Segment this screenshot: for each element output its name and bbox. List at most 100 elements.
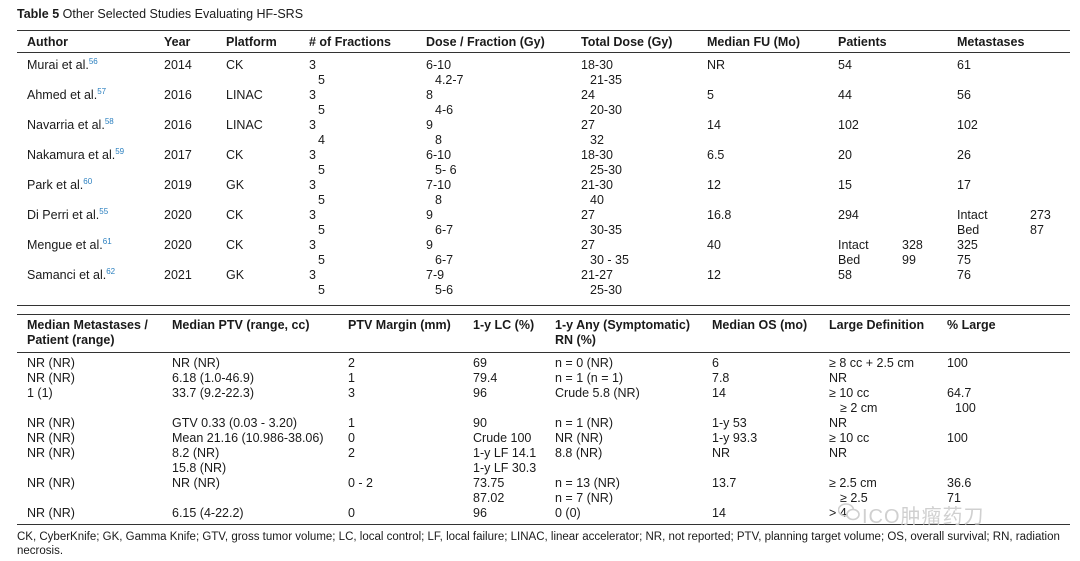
year-cell: 2017 <box>164 148 192 162</box>
watermark-text: ICO肿瘤药刀 <box>862 506 985 528</box>
large-definition-cell: ≥ 10 cc <box>829 386 870 400</box>
fractions-cell: 5 <box>318 103 325 117</box>
fractions-cell: 3 <box>309 118 316 132</box>
total-dose-cell: 18-30 <box>581 148 613 162</box>
platform-cell: GK <box>226 268 245 282</box>
rn-cell: n = 7 (NR) <box>555 491 614 505</box>
footnote: CK, CyberKnife; GK, Gamma Knife; GTV, gr… <box>17 531 1060 557</box>
patients-cell: 294 <box>838 208 859 222</box>
reference-link[interactable]: 57 <box>97 86 107 96</box>
metastases-cell: 102 <box>957 118 978 132</box>
lc-cell: 90 <box>473 416 487 430</box>
rn-cell: 0 (0) <box>555 506 581 520</box>
median-ptv-cell: NR (NR) <box>172 476 220 490</box>
total-dose-cell: 27 <box>581 208 595 222</box>
rn-cell: n = 1 (NR) <box>555 416 614 430</box>
table-title: Table 5 Other Selected Studies Evaluatin… <box>17 7 303 21</box>
col-header-metastases: Metastases <box>957 35 1025 49</box>
rule-header-bottom <box>17 52 1070 53</box>
fractions-cell: 3 <box>309 88 316 102</box>
reference-link[interactable]: 55 <box>99 206 109 216</box>
dose-fraction-cell: 5-6 <box>435 283 454 297</box>
percent-large-cell: 100 <box>947 356 968 370</box>
median-ptv-cell: NR (NR) <box>172 356 220 370</box>
ptv-margin-cell: 3 <box>348 386 355 400</box>
median-os-cell: 1-y 93.3 <box>712 431 758 445</box>
percent-large-cell: 71 <box>947 491 961 505</box>
year-cell: 2020 <box>164 238 192 252</box>
dose-fraction-cell: 7-10 <box>426 178 452 192</box>
median-fu-cell: 12 <box>707 178 721 192</box>
dose-fraction-cell: 4-6 <box>435 103 454 117</box>
table-caption: Other Selected Studies Evaluating HF-SRS <box>62 7 304 21</box>
author-cell: Navarria et al.58 <box>27 116 114 132</box>
col-header-percent-large: % Large <box>947 318 996 332</box>
year-cell: 2019 <box>164 178 192 192</box>
median-fu-cell: 6.5 <box>707 148 725 162</box>
platform-cell: CK <box>226 208 244 222</box>
year-cell: 2020 <box>164 208 192 222</box>
total-dose-cell: 18-30 <box>581 58 613 72</box>
col-header-patients: Patients <box>838 35 887 49</box>
reference-link[interactable]: 58 <box>104 116 114 126</box>
lc-cell: 1-y LF 14.1 <box>473 446 537 460</box>
total-dose-cell: 25-30 <box>590 283 622 297</box>
col-header-median-metastases: Median Metastases / <box>27 318 148 332</box>
ptv-margin-cell: 2 <box>348 356 355 370</box>
patients-label: Intact <box>838 238 869 252</box>
platform-cell: CK <box>226 58 244 72</box>
lc-cell: Crude 100 <box>473 431 532 445</box>
median-ptv-cell: 6.15 (4-22.2) <box>172 506 244 520</box>
metastases-cell: 87 <box>1030 223 1044 237</box>
median-os-cell: NR <box>712 446 731 460</box>
total-dose-cell: 21-30 <box>581 178 613 192</box>
patients-cell: 20 <box>838 148 852 162</box>
total-dose-cell: 27 <box>581 118 595 132</box>
col-header-lc: 1-y LC (%) <box>473 318 535 332</box>
dose-fraction-cell: 8 <box>435 133 442 147</box>
median-os-cell: 1-y 53 <box>712 416 747 430</box>
large-definition-cell: NR <box>829 416 848 430</box>
reference-link[interactable]: 62 <box>106 266 116 276</box>
col-header-median-metastases: Patient (range) <box>27 333 115 347</box>
median-ptv-cell: 8.2 (NR) <box>172 446 220 460</box>
lc-cell: 79.4 <box>473 371 498 385</box>
col-header-median-ptv: Median PTV (range, cc) <box>172 318 310 332</box>
large-definition-cell: ≥ 8 cc + 2.5 cm <box>829 356 915 370</box>
dose-fraction-cell: 6-10 <box>426 148 452 162</box>
total-dose-cell: 40 <box>590 193 604 207</box>
reference-link[interactable]: 60 <box>83 176 93 186</box>
large-definition-cell: ≥ 10 cc <box>829 431 870 445</box>
large-definition-cell: ≥ 2 cm <box>840 401 878 415</box>
fractions-cell: 4 <box>318 133 325 147</box>
author-cell: Nakamura et al.59 <box>27 146 125 162</box>
platform-cell: LINAC <box>226 118 263 132</box>
median-ptv-cell: 33.7 (9.2-22.3) <box>172 386 254 400</box>
patients-cell: 44 <box>838 88 852 102</box>
median-metastases-cell: NR (NR) <box>27 431 75 445</box>
rn-cell: n = 13 (NR) <box>555 476 620 490</box>
median-metastases-cell: NR (NR) <box>27 476 75 490</box>
col-header-platform: Platform <box>226 35 277 49</box>
fractions-cell: 5 <box>318 73 325 87</box>
platform-cell: CK <box>226 238 244 252</box>
author-cell: Di Perri et al.55 <box>27 206 109 222</box>
fractions-cell: 3 <box>309 178 316 192</box>
fractions-cell: 3 <box>309 268 316 282</box>
col-header-median-fu: Median FU (Mo) <box>707 35 801 49</box>
metastases-label: Bed <box>957 223 980 237</box>
lc-cell: 87.02 <box>473 491 505 505</box>
reference-link[interactable]: 59 <box>115 146 125 156</box>
col-header-total-dose: Total Dose (Gy) <box>581 35 673 49</box>
large-definition-cell: ≥ 2.5 <box>840 491 868 505</box>
reference-link[interactable]: 61 <box>102 236 112 246</box>
dose-fraction-cell: 6-10 <box>426 58 452 72</box>
dose-fraction-cell: 8 <box>426 88 433 102</box>
col-header-fractions: # of Fractions <box>309 35 391 49</box>
year-cell: 2021 <box>164 268 192 282</box>
year-cell: 2016 <box>164 88 192 102</box>
median-ptv-cell: 15.8 (NR) <box>172 461 227 475</box>
large-definition-cell: ≥ 2.5 cm <box>829 476 877 490</box>
lc-cell: 69 <box>473 356 487 370</box>
reference-link[interactable]: 56 <box>88 56 98 66</box>
